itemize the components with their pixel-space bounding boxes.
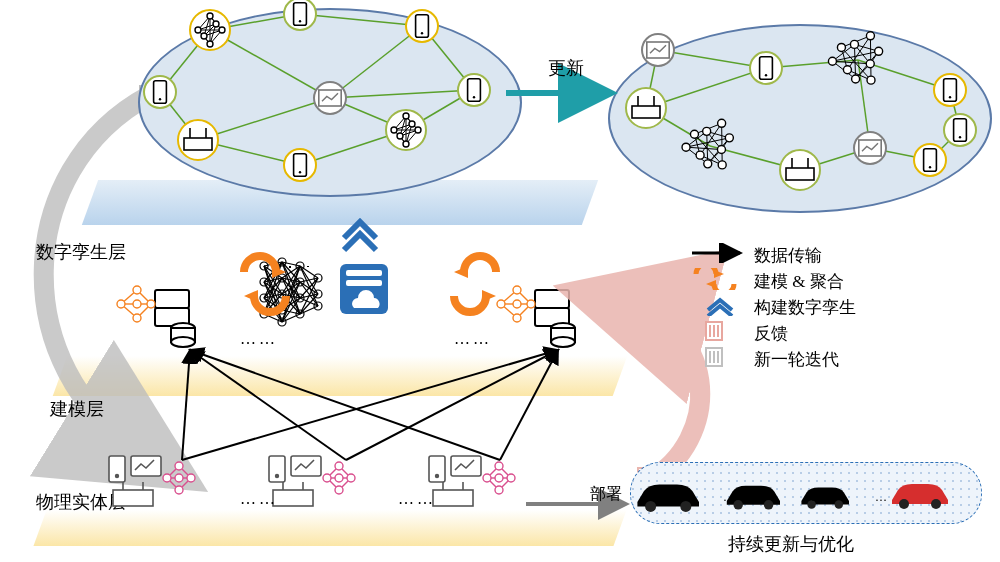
svg-rect-290 — [131, 456, 161, 476]
svg-line-282 — [182, 350, 190, 460]
svg-point-315 — [323, 474, 331, 482]
svg-point-305 — [276, 475, 279, 478]
svg-point-318 — [347, 474, 355, 482]
svg-rect-323 — [433, 490, 473, 506]
svg-point-300 — [175, 462, 183, 470]
svg-point-347 — [899, 499, 909, 509]
svg-point-341 — [645, 501, 656, 512]
svg-point-301 — [175, 486, 183, 494]
svg-point-299 — [163, 474, 171, 482]
svg-line-284 — [190, 350, 346, 460]
svg-point-319 — [335, 474, 343, 482]
svg-point-346 — [835, 500, 844, 509]
svg-point-316 — [335, 462, 343, 470]
svg-point-342 — [680, 501, 691, 512]
svg-point-302 — [187, 474, 195, 482]
svg-point-333 — [495, 486, 503, 494]
svg-rect-322 — [451, 456, 481, 476]
svg-point-344 — [764, 500, 774, 510]
svg-rect-291 — [113, 490, 153, 506]
svg-point-289 — [116, 475, 119, 478]
svg-point-317 — [335, 486, 343, 494]
svg-point-348 — [931, 499, 941, 509]
svg-point-331 — [483, 474, 491, 482]
svg-point-334 — [507, 474, 515, 482]
svg-rect-307 — [273, 490, 313, 506]
svg-point-303 — [175, 474, 183, 482]
svg-point-335 — [495, 474, 503, 482]
svg-rect-306 — [291, 456, 321, 476]
svg-point-332 — [495, 462, 503, 470]
svg-point-321 — [436, 475, 439, 478]
